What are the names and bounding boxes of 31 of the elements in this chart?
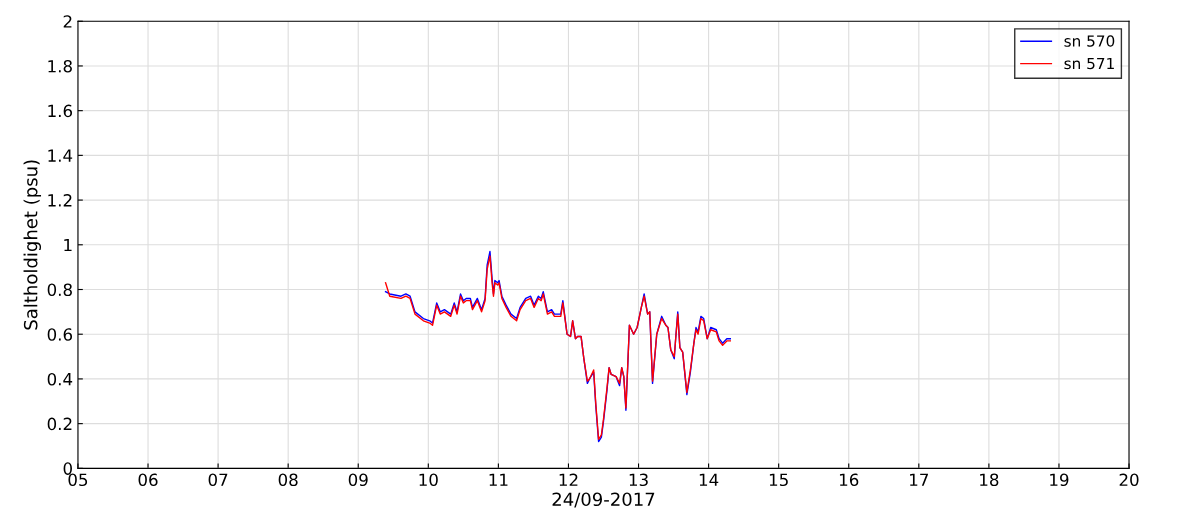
x-tick-label: 09: [348, 473, 368, 487]
x-tick-label: 05: [68, 473, 88, 487]
legend-label: sn 570: [1064, 35, 1115, 47]
x-tick-label: 18: [980, 473, 999, 487]
y-tick-label: 1.8: [48, 59, 72, 73]
x-tick-label: 19: [1050, 473, 1069, 487]
y-tick-label: 0.8: [47, 283, 72, 297]
x-tick-label: 12: [559, 473, 578, 486]
y-tick-label: 2: [63, 15, 72, 28]
x-tick-label: 15: [769, 473, 788, 487]
x-tick-label: 20: [1119, 473, 1139, 487]
y-tick-label: 1: [64, 238, 72, 252]
x-tick-label: 08: [278, 473, 298, 487]
y-tick-label: 1.6: [48, 104, 73, 118]
x-tick-label: 16: [839, 473, 859, 487]
legend-label: sn 571: [1064, 57, 1114, 70]
y-tick-label: 0.2: [47, 417, 72, 431]
x-tick-label: 14: [699, 473, 719, 486]
y-tick-label: 1.4: [48, 149, 73, 162]
x-tick-label: 06: [138, 473, 158, 487]
y-tick-label: 0.4: [47, 372, 73, 386]
x-tick-label: 17: [910, 473, 928, 486]
x-axis-title: 24/09-2017: [552, 492, 655, 508]
y-tick-label: 0: [63, 462, 72, 475]
x-tick-label: 13: [629, 473, 648, 487]
y-tick-label: 1.2: [48, 194, 72, 207]
y-tick-label: 0.6: [47, 328, 73, 341]
x-tick-label: 07: [208, 473, 228, 487]
y-axis-title: Saltholdighet (psu): [23, 160, 42, 330]
x-tick-label: 10: [419, 473, 438, 487]
x-tick-label: 11: [489, 473, 508, 486]
